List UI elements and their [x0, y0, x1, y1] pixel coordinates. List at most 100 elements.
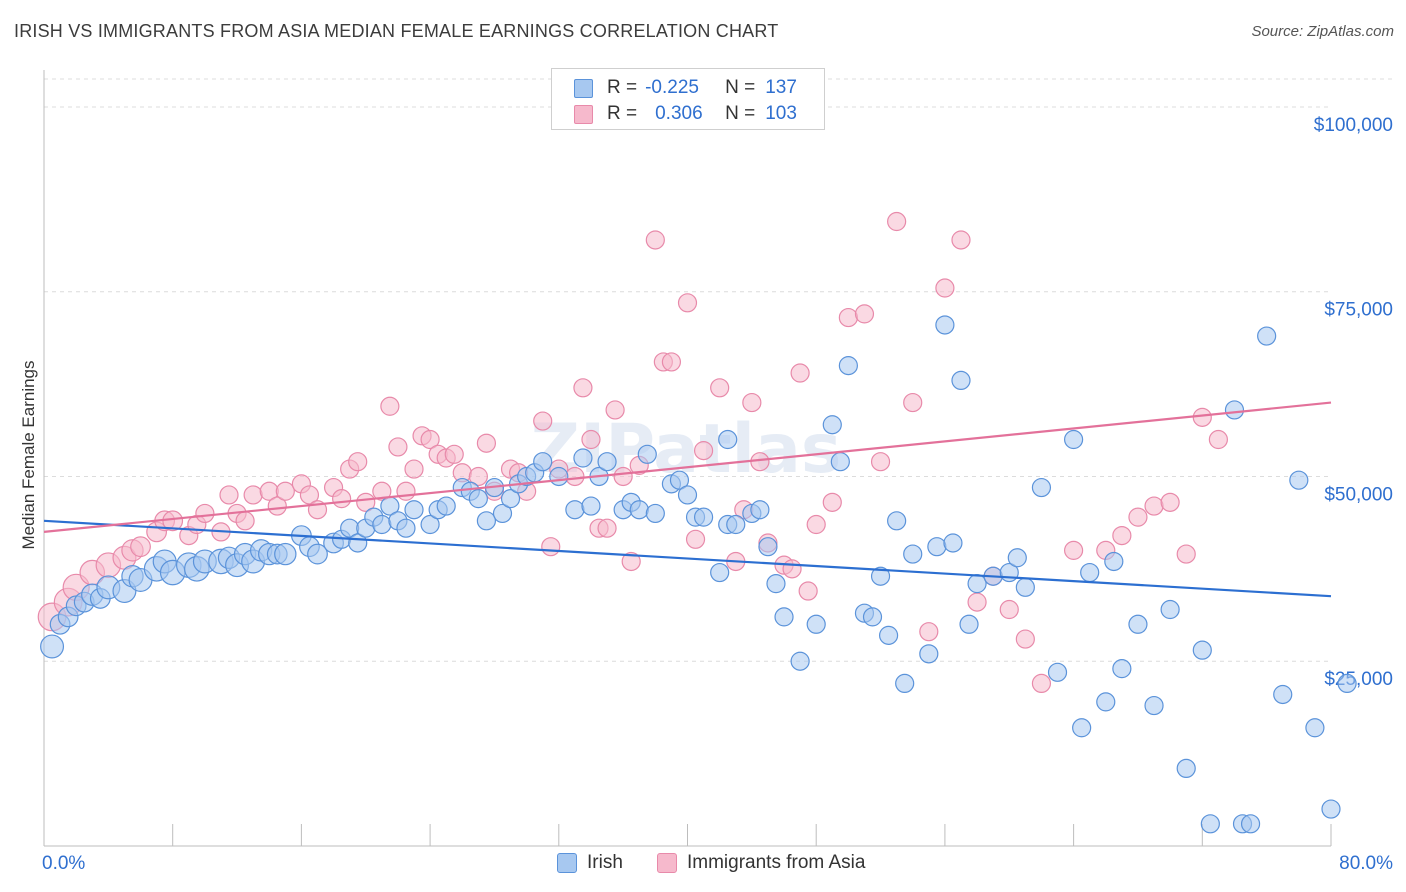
irish-point — [1176, 758, 1196, 779]
asia-point — [870, 452, 891, 472]
irish-point — [404, 500, 424, 520]
r-value: 0.306 — [655, 103, 703, 124]
irish-point — [1047, 662, 1068, 682]
axis-layer: $25,000 $50,000 $75,000 $100,000 0.0% 80.0% — [42, 70, 1393, 874]
asia-point — [967, 592, 987, 612]
irish-point — [1321, 799, 1341, 819]
irish-point — [693, 507, 714, 527]
y-tick-label: $50,000 — [1324, 484, 1393, 505]
asia-point — [685, 529, 706, 549]
asia-point — [605, 400, 625, 420]
irish-point — [1128, 614, 1148, 634]
irish-point — [645, 503, 665, 524]
irish-point — [549, 466, 569, 487]
asia-point — [1144, 496, 1164, 516]
irish-point — [581, 496, 601, 516]
irish-point — [1224, 400, 1245, 420]
irish-point — [40, 634, 65, 659]
irish-point — [1240, 814, 1261, 834]
asia-point — [822, 492, 842, 512]
asia-point — [1128, 507, 1148, 527]
irish-point — [1063, 429, 1084, 450]
asia-point — [1176, 544, 1196, 564]
irish-point — [806, 614, 826, 634]
asia-point — [581, 429, 601, 450]
asia-point — [645, 230, 665, 250]
stats-legend: R = -0.225 N = 137 R = 0.306 N = 103 — [551, 68, 825, 130]
asia-point — [838, 307, 858, 328]
asia-swatch — [574, 104, 593, 124]
asia-point — [348, 452, 368, 472]
trend-layer — [43, 401, 1332, 598]
asia-point — [693, 441, 714, 461]
x-tick-label-max: 80.0% — [1339, 853, 1393, 874]
irish-point — [822, 415, 842, 435]
y-tick-label: $75,000 — [1324, 300, 1393, 321]
irish-point — [1337, 673, 1357, 694]
asia-point — [195, 503, 215, 524]
asia-trend-line — [43, 401, 1332, 533]
asia-point — [919, 622, 939, 642]
legend-item-irish[interactable]: Irish — [557, 852, 623, 874]
asia-point — [798, 581, 818, 601]
asia-point — [887, 211, 907, 232]
asia-point — [710, 378, 730, 398]
chart-source: Source: ZipAtlas.com — [1251, 23, 1394, 40]
irish-point — [436, 496, 456, 516]
asia-point — [420, 429, 440, 450]
asia-point — [1160, 492, 1180, 512]
asia-point — [903, 392, 923, 413]
irish-point — [1072, 718, 1092, 738]
irish-point — [967, 574, 987, 594]
irish-point — [669, 470, 690, 490]
irish-point — [710, 562, 730, 583]
asia-point — [573, 378, 593, 398]
asia-point — [219, 485, 239, 505]
irish-point — [468, 489, 488, 509]
irish-point — [1031, 477, 1052, 498]
asia-point — [404, 459, 424, 479]
asia-point — [243, 485, 263, 505]
asia-point — [677, 293, 698, 313]
irish-point — [726, 514, 746, 535]
irish-point — [830, 452, 850, 472]
asia-point — [621, 551, 641, 572]
asia-point — [999, 599, 1019, 620]
irish-point — [1144, 695, 1164, 716]
irish-point — [677, 485, 698, 505]
asia-point — [476, 433, 497, 453]
irish-point — [919, 644, 939, 664]
irish-point — [903, 544, 923, 564]
irish-point — [927, 537, 947, 557]
asia-point — [854, 304, 875, 324]
legend-item-asia[interactable]: Immigrants from Asia — [657, 852, 865, 874]
asia-point — [396, 481, 416, 501]
series-irish-points — [40, 315, 1357, 834]
irish-point — [862, 607, 883, 627]
asia-point — [267, 496, 287, 516]
irish-point — [1200, 814, 1220, 834]
asia-point — [661, 352, 682, 372]
irish-point — [573, 448, 593, 468]
x-tick-label-min: 0.0% — [42, 853, 85, 874]
irish-point — [500, 489, 521, 509]
asia-point — [541, 537, 561, 557]
irish-point — [935, 315, 955, 335]
irish-point — [1160, 599, 1180, 620]
irish-point — [1096, 692, 1116, 712]
asia-point — [951, 230, 971, 250]
irish-point — [396, 518, 416, 538]
y-tick-label: $25,000 — [1324, 669, 1393, 690]
irish-point — [307, 543, 328, 565]
irish-point — [1015, 577, 1035, 597]
n-value: 103 — [765, 103, 797, 124]
irish-point — [758, 537, 778, 557]
n-label: N = — [725, 77, 756, 98]
irish-point — [1273, 684, 1293, 705]
irish-point — [629, 500, 649, 520]
asia-point — [597, 518, 617, 538]
asia-point — [380, 396, 400, 416]
irish-point — [1289, 470, 1309, 490]
irish-point — [1080, 562, 1100, 583]
